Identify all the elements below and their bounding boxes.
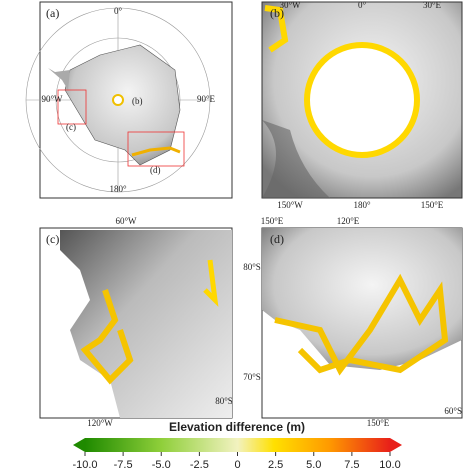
graticule-label: 150°W <box>277 200 303 210</box>
panel-label: (d) <box>270 232 284 246</box>
graticule-label: 150°E <box>261 216 284 226</box>
colorbar-tick-label: 10.0 <box>379 459 400 471</box>
graticule-label: 120°W <box>87 418 113 428</box>
graticule-label: 180° <box>353 200 371 210</box>
graticule-label: 30°W <box>279 0 301 10</box>
colorbar-tick-label: 2.5 <box>268 459 283 471</box>
graticule-label: 80°S <box>243 262 261 272</box>
colorbar-tick-label: 5.0 <box>306 459 321 471</box>
graticule-label: 90°E <box>197 94 216 104</box>
panel-label: (a) <box>46 6 59 20</box>
graticule-label: 30°E <box>423 0 442 10</box>
colorbar-tick-label: -7.5 <box>114 459 133 471</box>
panel-c: (c) 60°W 120°W 80°S <box>39 216 233 428</box>
colorbar-tick-label: -5.0 <box>152 459 171 471</box>
graticule-label: 120°E <box>337 216 360 226</box>
panel-label: (c) <box>46 232 59 246</box>
box-label: (c) <box>66 122 76 132</box>
graticule-label: 0° <box>358 0 367 10</box>
graticule-label: 60°S <box>444 406 462 416</box>
panel-label: (b) <box>270 6 284 20</box>
panel-d: (d) 150°E 120°E 80°S 70°S 150°E 60°S <box>243 216 463 428</box>
colorbar-title: Elevation difference (m) <box>169 420 305 434</box>
colorbar-end <box>390 438 402 452</box>
graticule-label: 70°S <box>243 372 261 382</box>
box-label: (b) <box>132 96 143 106</box>
panel-a: (a) 0° 90°W 90°E 180° (b) (c) (d) <box>25 1 233 199</box>
graticule-label: 0° <box>114 6 123 16</box>
colorbar-tick-label: 0 <box>234 459 240 471</box>
graticule-label: 180° <box>109 184 127 194</box>
panel-b: (b) 30°W 0° 30°E 150°W 180° 150°E <box>261 0 463 210</box>
graticule-label: 150°E <box>367 418 390 428</box>
graticule-label: 90°W <box>41 94 63 104</box>
graticule-label: 150°E <box>421 200 444 210</box>
graticule-label: 80°S <box>215 396 233 406</box>
colorbar-end <box>73 438 85 452</box>
colorbar-tick-label: -2.5 <box>190 459 209 471</box>
colorbar <box>85 438 390 452</box>
colorbar-tick-label: -10.0 <box>72 459 97 471</box>
box-label: (d) <box>150 165 161 175</box>
colorbar-tick-label: 7.5 <box>344 459 359 471</box>
graticule-label: 60°W <box>115 216 137 226</box>
